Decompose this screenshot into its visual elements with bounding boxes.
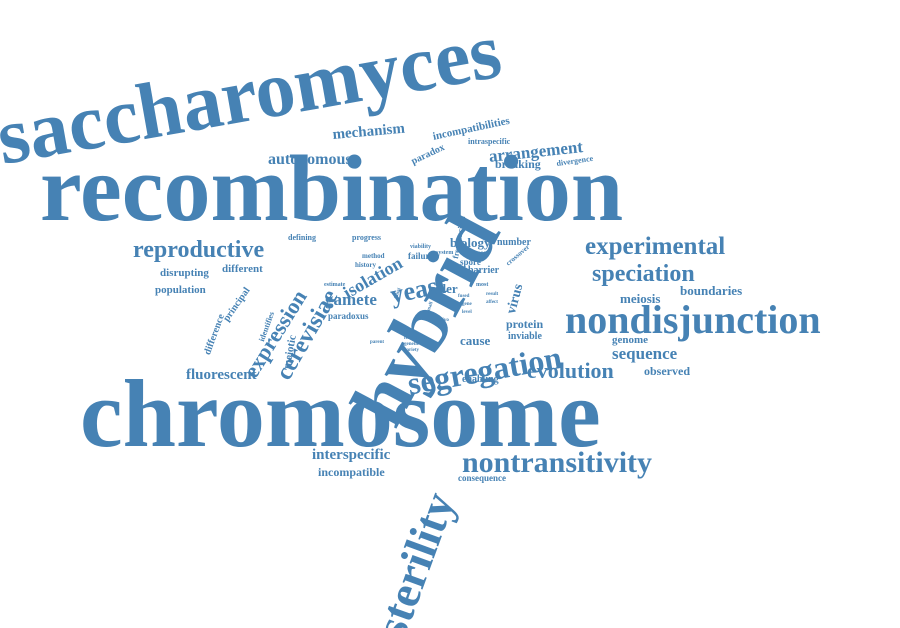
word-fertility: fertility xyxy=(404,336,421,341)
word-sterile: sterile xyxy=(404,330,418,335)
word-estimate: estimate xyxy=(324,282,346,288)
word-meiosis: meiosis xyxy=(620,291,661,306)
word-different: different xyxy=(222,263,263,275)
word-autonomous: autonomous xyxy=(268,151,352,168)
word-most: most xyxy=(476,282,489,288)
word-history: history xyxy=(355,261,376,269)
word-progress: progress xyxy=(352,233,382,242)
word-result: result xyxy=(486,292,499,297)
word-inviable: inviable xyxy=(508,331,542,342)
word-protein: protein xyxy=(506,317,544,331)
word-intraspecific: intraspecific xyxy=(468,137,511,146)
word-principal: principal xyxy=(221,285,253,324)
word-disrupting: disrupting xyxy=(160,267,209,279)
word-variety: variety xyxy=(404,348,419,353)
word-spore: spore xyxy=(460,257,481,267)
word-breaking: breaking xyxy=(495,157,541,171)
word-vivo: vivo xyxy=(440,318,449,323)
word-number: number xyxy=(497,237,531,248)
word-evolution: evolution xyxy=(527,358,614,383)
word-reproductive: reproductive xyxy=(133,237,265,263)
word-incompatible: incompatible xyxy=(318,465,385,479)
word-genome: genome xyxy=(612,334,649,346)
word-experimental: experimental xyxy=(585,233,726,260)
word-enabling: enabling xyxy=(462,374,499,385)
word-nondisjunction: nondisjunction xyxy=(565,297,821,342)
word-parent: parent xyxy=(370,340,385,345)
word-observed: observed xyxy=(644,364,690,378)
word-killer: killer xyxy=(428,281,458,296)
word-nontransitivity: nontransitivity xyxy=(462,446,653,479)
word-biology: biology xyxy=(450,235,491,250)
word-gamete: gamete xyxy=(325,290,377,309)
word-genetic: genetic xyxy=(404,342,419,347)
word-barrier: barrier xyxy=(468,265,500,276)
word-virus: virus xyxy=(504,282,527,316)
word-method: method xyxy=(362,252,385,260)
word-interspecific: interspecific xyxy=(312,447,391,463)
word-gene: gene xyxy=(462,302,472,307)
word-boundaries: boundaries xyxy=(680,283,743,298)
word-level: level xyxy=(462,310,472,315)
word-defining: defining xyxy=(288,233,317,242)
word-sequence: sequence xyxy=(612,344,678,363)
word-fluorescent: fluorescent xyxy=(186,367,257,383)
word-cause: cause xyxy=(460,333,491,348)
word-viability: viability xyxy=(410,244,432,250)
word-population: population xyxy=(155,284,206,296)
word-speciation: speciation xyxy=(592,261,695,287)
word-recombination: recombination xyxy=(40,137,624,241)
word-system: system xyxy=(436,250,454,256)
word-failure: failure xyxy=(408,251,434,261)
word-fused: fused xyxy=(458,294,470,299)
word-paradoxus: paradoxus xyxy=(328,311,369,321)
word-consequence: consequence xyxy=(458,473,506,483)
word-sterility: sterility xyxy=(365,485,465,628)
word-increase: increase xyxy=(462,249,487,257)
word-chromosome: chromosome xyxy=(80,360,601,467)
word-affect: affect xyxy=(486,300,498,305)
word-difference: difference xyxy=(202,312,227,357)
